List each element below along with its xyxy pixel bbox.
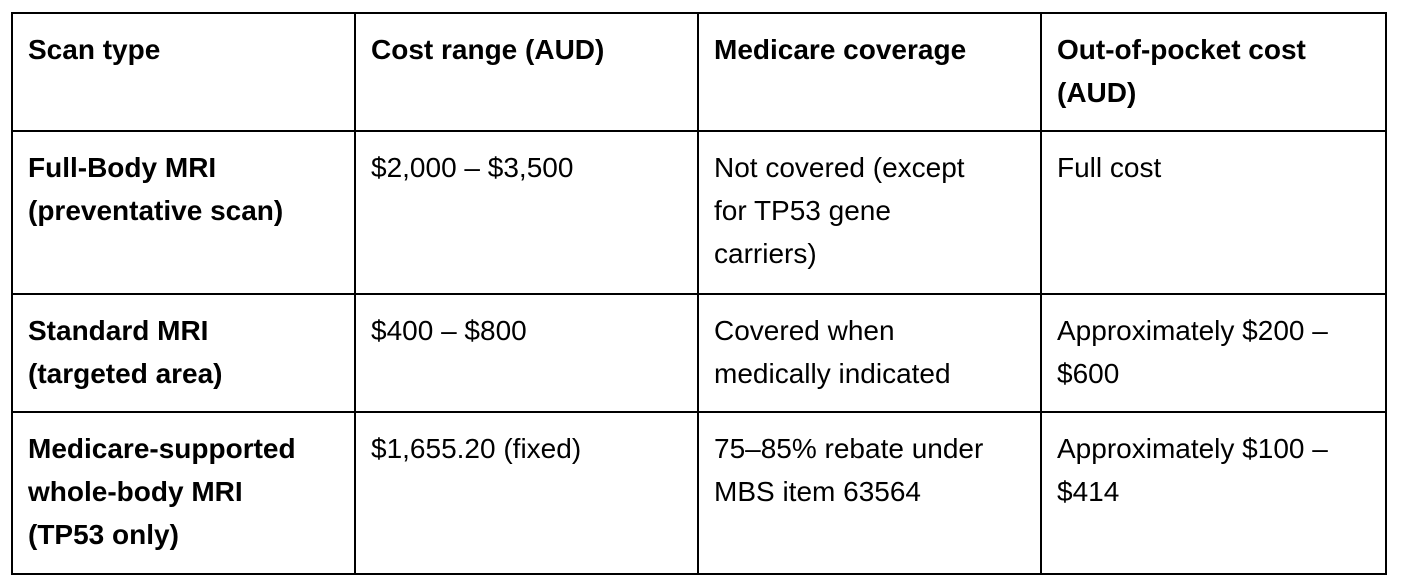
out-of-pocket-text: Full cost (1057, 152, 1162, 183)
header-cell-cost-range: Cost range (AUD) (354, 12, 699, 132)
table-header-row: Scan type Cost range (AUD) Medicare cove… (11, 12, 1387, 132)
cell-cost-range: $1,655.20 (fixed) (354, 411, 699, 575)
cell-scan-type: Standard MRI (targeted area) (11, 293, 356, 413)
header-cell-medicare-coverage: Medicare coverage (697, 12, 1042, 132)
medicare-coverage-text: 75–85% rebate under MBS item 63564 (714, 433, 984, 507)
cell-medicare-coverage: Covered when medically indicated (697, 293, 1042, 413)
medicare-coverage-text: Covered when medically indicated (714, 315, 951, 389)
table-row: Standard MRI (targeted area) $400 – $800… (11, 293, 1387, 413)
out-of-pocket-text: Approximately $200 – $600 (1057, 315, 1328, 389)
cost-range-text: $400 – $800 (371, 315, 527, 346)
header-label: Cost range (AUD) (371, 34, 605, 65)
cell-medicare-coverage: 75–85% rebate under MBS item 63564 (697, 411, 1042, 575)
cell-scan-type: Full-Body MRI (preventative scan) (11, 130, 356, 295)
header-label: Out-of-pocket cost (AUD) (1057, 34, 1306, 108)
scan-type-text: Standard MRI (targeted area) (28, 315, 223, 389)
cost-range-text: $2,000 – $3,500 (371, 152, 574, 183)
cell-out-of-pocket: Approximately $100 – $414 (1040, 411, 1387, 575)
cell-cost-range: $400 – $800 (354, 293, 699, 413)
table-row: Medicare-supported whole-body MRI (TP53 … (11, 411, 1387, 575)
scan-type-text: Medicare-supported whole-body MRI (TP53 … (28, 433, 296, 550)
header-cell-out-of-pocket: Out-of-pocket cost (AUD) (1040, 12, 1387, 132)
cell-out-of-pocket: Approximately $200 – $600 (1040, 293, 1387, 413)
header-cell-scan-type: Scan type (11, 12, 356, 132)
header-label: Scan type (28, 34, 161, 65)
cell-out-of-pocket: Full cost (1040, 130, 1387, 295)
scan-type-text: Full-Body MRI (preventative scan) (28, 152, 284, 226)
out-of-pocket-text: Approximately $100 – $414 (1057, 433, 1328, 507)
header-label: Medicare coverage (714, 34, 967, 65)
cell-medicare-coverage: Not covered (except for TP53 gene carrie… (697, 130, 1042, 295)
cell-scan-type: Medicare-supported whole-body MRI (TP53 … (11, 411, 356, 575)
medicare-coverage-text: Not covered (except for TP53 gene carrie… (714, 152, 965, 269)
cell-cost-range: $2,000 – $3,500 (354, 130, 699, 295)
cost-range-text: $1,655.20 (fixed) (371, 433, 582, 464)
table-row: Full-Body MRI (preventative scan) $2,000… (11, 130, 1387, 295)
mri-cost-table: Scan type Cost range (AUD) Medicare cove… (11, 12, 1387, 575)
